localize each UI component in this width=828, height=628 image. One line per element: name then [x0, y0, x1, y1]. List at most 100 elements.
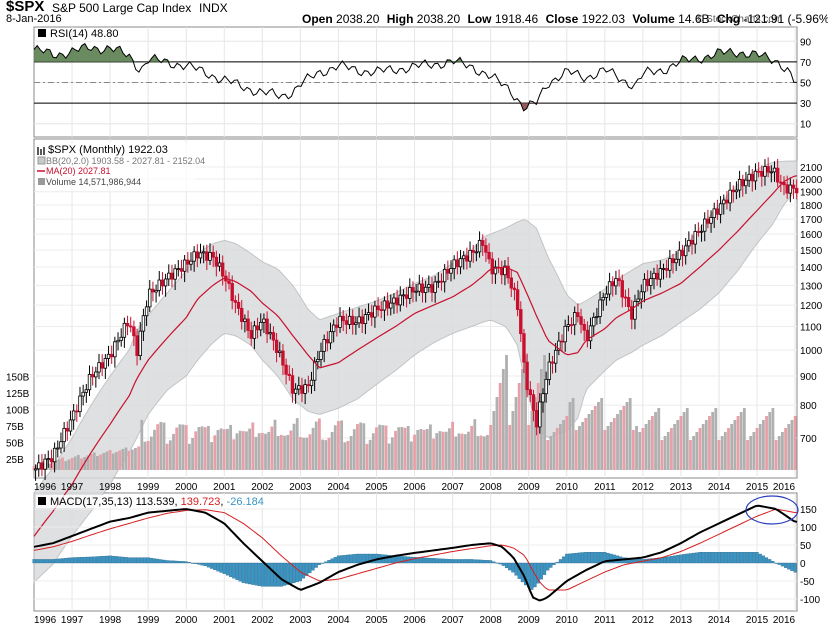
- volume-bar: [115, 452, 118, 470]
- price-candle-body: [59, 441, 63, 449]
- volume-bar: [387, 443, 391, 470]
- volume-bar: [692, 436, 696, 470]
- price-candle-body: [360, 316, 364, 324]
- macd-histogram-bar: [704, 552, 708, 564]
- price-tick-label: 800: [800, 401, 817, 412]
- macd-histogram-bar: [606, 552, 610, 564]
- price-candle-body: [592, 316, 596, 327]
- volume-bar: [736, 416, 740, 470]
- price-candle-body: [658, 268, 663, 280]
- volume-bar: [384, 425, 388, 470]
- price-candle-body: [78, 395, 82, 413]
- price-tick-label: 900: [800, 372, 817, 383]
- macd-histogram-bar: [558, 559, 562, 564]
- volume-bar: [118, 450, 122, 470]
- macd-histogram-bar: [286, 562, 290, 585]
- volume-bar: [549, 436, 553, 470]
- price-candle-body: [246, 318, 250, 331]
- price-candle-body: [544, 378, 548, 395]
- volume-bar: [32, 466, 36, 470]
- volume-tick-label: 125B: [6, 389, 30, 400]
- price-candle-body: [94, 371, 98, 378]
- macd-histogram-bar: [70, 557, 74, 564]
- macd-histogram-bar: [168, 560, 172, 564]
- macd-histogram-bar: [787, 562, 791, 570]
- price-candle-body: [607, 281, 612, 295]
- macd-histogram-bar: [149, 557, 153, 564]
- macd-histogram-bar: [765, 557, 769, 564]
- volume-bar: [454, 436, 458, 470]
- price-candle-body: [576, 312, 580, 318]
- rsi-legend: RSI(14) 48.80: [50, 28, 118, 40]
- price-candle-body: [141, 315, 146, 332]
- volume-bar: [162, 422, 166, 470]
- macd-histogram-bar: [552, 562, 556, 565]
- macd-histogram-bar: [305, 562, 309, 576]
- macd-histogram-bar: [203, 562, 207, 567]
- volume-bar: [349, 436, 353, 470]
- macd-histogram-bar: [222, 562, 226, 574]
- price-candle-body: [760, 170, 764, 177]
- macd-histogram-bar: [384, 554, 388, 564]
- macd-histogram-bar: [57, 558, 61, 564]
- price-tick-label: 2100: [800, 163, 823, 174]
- macd-histogram-bar: [463, 559, 467, 564]
- macd-histogram-bar: [219, 562, 223, 573]
- price-candle-body: [370, 312, 374, 318]
- volume-bar: [435, 433, 439, 470]
- volume-bar: [64, 461, 68, 470]
- volume-bar: [543, 355, 546, 470]
- macd-histogram-bar: [654, 558, 658, 564]
- price-candle-body: [462, 255, 466, 260]
- volume-bar: [406, 425, 410, 470]
- macd-histogram-bar: [454, 559, 458, 564]
- year-tick-label: 2013: [670, 482, 693, 493]
- volume-bar: [229, 424, 233, 470]
- price-candle-body: [572, 312, 577, 326]
- price-candle-body: [525, 361, 529, 391]
- volume-bar: [571, 398, 575, 470]
- macd-histogram-bar: [666, 556, 670, 564]
- macd-histogram-bar: [692, 552, 696, 564]
- macd-histogram-bar: [191, 562, 195, 564]
- price-candle-body: [601, 297, 605, 301]
- rsi-tick-label: 50: [800, 79, 812, 90]
- macd-histogram-bar: [711, 552, 715, 564]
- volume-bar: [708, 416, 711, 470]
- macd-histogram-bar: [171, 560, 176, 564]
- price-candle-body: [366, 312, 371, 315]
- macd-histogram-bar: [76, 557, 80, 564]
- candle-legend-icon: [37, 147, 45, 155]
- macd-histogram-bar: [752, 552, 756, 564]
- price-candle-body: [274, 339, 279, 353]
- price-candle-body: [794, 187, 799, 194]
- macd-histogram-bar: [577, 552, 582, 564]
- volume-bar: [51, 462, 55, 470]
- macd-histogram-bar: [536, 562, 540, 584]
- price-candle-body: [97, 362, 101, 373]
- price-candle-body: [46, 458, 50, 460]
- price-candle-body: [661, 268, 666, 270]
- volume-bar: [289, 430, 293, 470]
- macd-histogram-bar: [647, 558, 651, 564]
- macd-histogram-bar: [111, 555, 115, 564]
- macd-histogram-bar: [695, 552, 699, 564]
- bb-legend-label: BB(20,2.0) 1903.58 - 2027.81 - 2152.04: [46, 156, 205, 166]
- volume-bar: [790, 420, 794, 470]
- price-candle-body: [446, 268, 450, 274]
- price-candle-body: [201, 251, 206, 254]
- macd-histogram-bar: [225, 562, 229, 576]
- volume-bar: [362, 423, 366, 470]
- volume-bar: [346, 440, 350, 470]
- open-value: 2038.20: [336, 12, 380, 26]
- volume-bar: [625, 402, 629, 470]
- volume-bar: [397, 427, 401, 470]
- macd-histogram-bar: [457, 559, 461, 564]
- macd-tick-label: -100: [800, 595, 820, 606]
- macd-histogram-bar: [425, 557, 429, 564]
- price-candle-body: [709, 217, 713, 224]
- price-candle-body: [271, 332, 276, 341]
- price-candle-body: [233, 300, 238, 303]
- price-candle-body: [690, 240, 694, 245]
